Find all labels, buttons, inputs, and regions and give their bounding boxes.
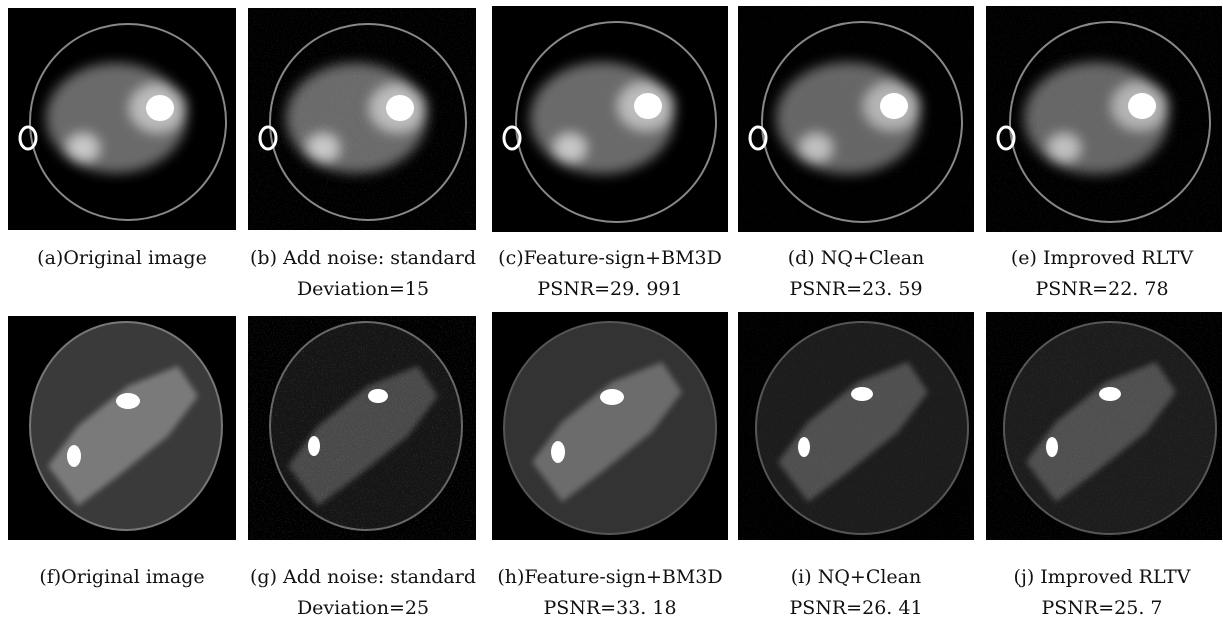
caption-g: (g) Add noise: standard Deviation=25 xyxy=(250,566,476,619)
caption-f: (f)Original image xyxy=(39,566,205,588)
image-i-nq-clean xyxy=(738,312,974,540)
caption-c: (c)Feature-sign+BM3D PSNR=29. 991 xyxy=(498,247,722,300)
image-b-noisy xyxy=(248,8,476,230)
image-j-improved-rltv xyxy=(986,312,1222,540)
caption-i: (i) NQ+Clean PSNR=26. 41 xyxy=(789,566,923,619)
caption-d: (d) NQ+Clean PSNR=23. 59 xyxy=(787,247,925,300)
image-c-feature-sign-bm3d xyxy=(492,6,728,232)
caption-e: (e) Improved RLTV PSNR=22. 78 xyxy=(1010,247,1194,300)
image-e-improved-rltv xyxy=(986,6,1222,232)
caption-a: (a)Original image xyxy=(37,247,207,269)
image-f-original xyxy=(8,316,236,540)
caption-b: (b) Add noise: standard Deviation=15 xyxy=(250,247,476,300)
image-a-original xyxy=(8,8,236,230)
image-h-feature-sign-bm3d xyxy=(492,312,728,540)
image-g-noisy xyxy=(248,316,476,540)
caption-h: (h)Feature-sign+BM3D PSNR=33. 18 xyxy=(497,566,723,619)
image-d-nq-clean xyxy=(738,6,974,232)
caption-j: (j) Improved RLTV PSNR=25. 7 xyxy=(1013,566,1191,619)
